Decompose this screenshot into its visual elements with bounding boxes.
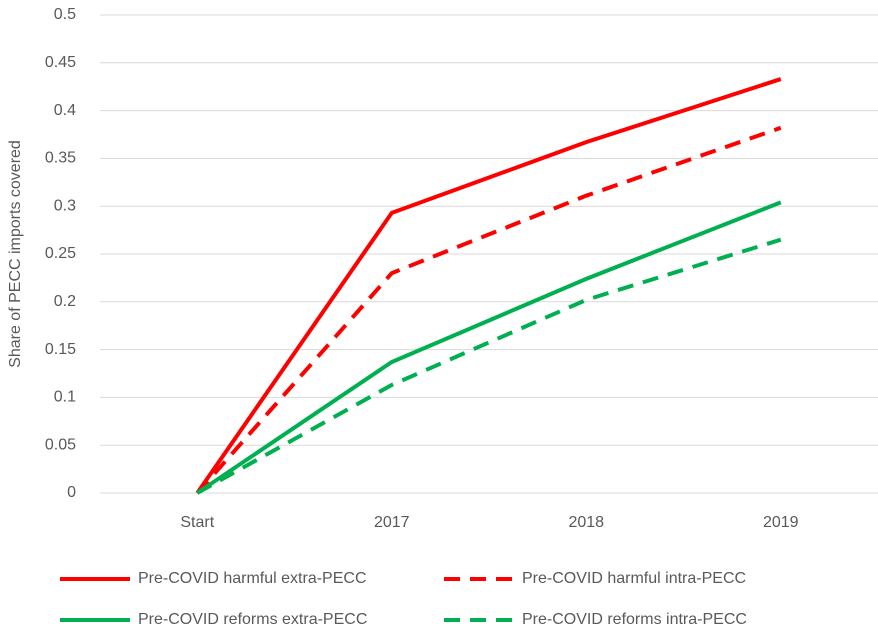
y-tick-label: 0.1: [54, 389, 76, 406]
y-tick-label: 0.5: [54, 6, 76, 23]
series-line: [195, 125, 782, 495]
y-tick-label: 0.4: [54, 102, 76, 119]
series-line: [196, 237, 782, 495]
y-axis-label: Share of PECC imports covered: [7, 140, 24, 368]
y-tick-label: 0.45: [45, 54, 76, 71]
x-tick-label: 2019: [763, 514, 799, 531]
x-tick-label: 2018: [568, 514, 604, 531]
x-tick-label: Start: [180, 514, 214, 531]
legend-label: Pre-COVID harmful extra-PECC: [138, 570, 367, 587]
y-tick-label: 0: [67, 484, 76, 501]
y-tick-label: 0.2: [54, 293, 76, 310]
y-tick-label: 0.35: [45, 150, 76, 167]
legend-label: Pre-COVID reforms intra-PECC: [522, 611, 747, 628]
series-line: [196, 200, 782, 495]
series-line: [195, 77, 782, 495]
x-tick-label: 2017: [374, 514, 410, 531]
legend-label: Pre-COVID harmful intra-PECC: [522, 570, 746, 587]
y-tick-label: 0.15: [45, 341, 76, 358]
y-tick-label: 0.3: [54, 197, 76, 214]
y-tick-label: 0.05: [45, 436, 76, 453]
y-tick-label: 0.25: [45, 245, 76, 262]
legend-label: Pre-COVID reforms extra-PECC: [138, 611, 367, 628]
